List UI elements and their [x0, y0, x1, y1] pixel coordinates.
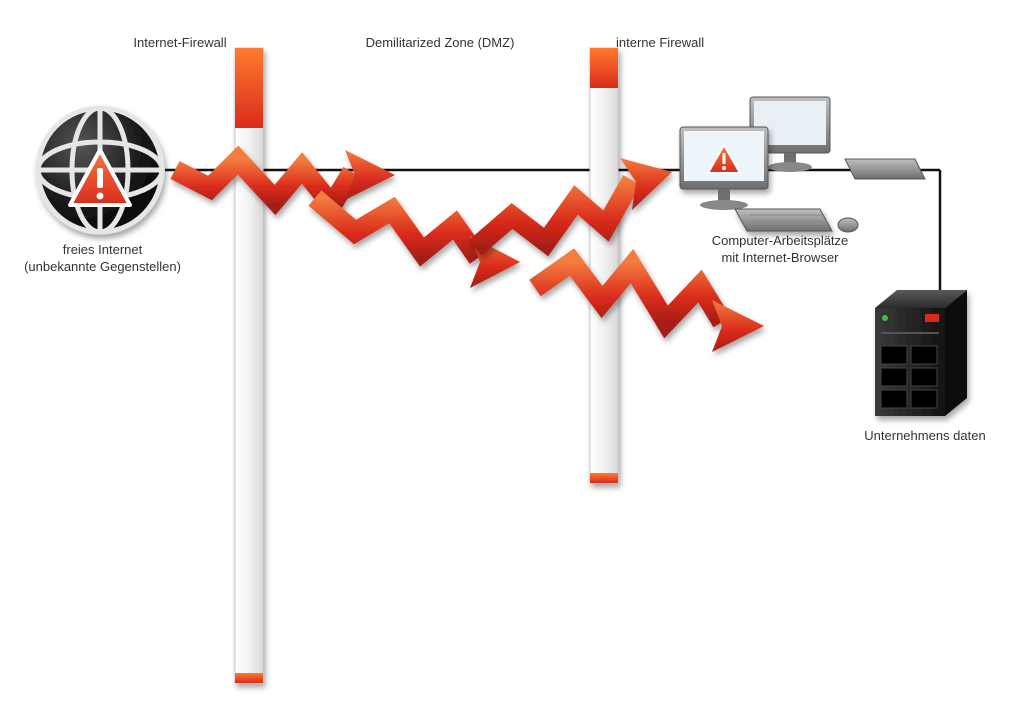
free-internet-line1: freies Internet — [63, 242, 143, 257]
company-data-label: Unternehmens daten — [840, 428, 1010, 445]
internal-firewall-wall — [590, 48, 618, 483]
internet-firewall-wall — [235, 48, 263, 683]
free-internet-label: freies Internet (unbekannte Gegenstellen… — [10, 242, 195, 276]
workstations-icon — [680, 97, 925, 232]
workstations-line1: Computer-Arbeitsplätze — [712, 233, 849, 248]
globe-icon — [38, 108, 162, 232]
server-icon — [875, 290, 967, 416]
free-internet-line2: (unbekannte Gegenstellen) — [24, 259, 181, 274]
internal-firewall-label: interne Firewall — [616, 35, 736, 52]
diagram-canvas — [0, 0, 1024, 724]
dmz-label: Demilitarized Zone (DMZ) — [330, 35, 550, 52]
internet-firewall-label: Internet-Firewall — [120, 35, 240, 52]
workstations-label: Computer-Arbeitsplätze mit Internet-Brow… — [680, 233, 880, 267]
workstations-line2: mit Internet-Browser — [721, 250, 838, 265]
